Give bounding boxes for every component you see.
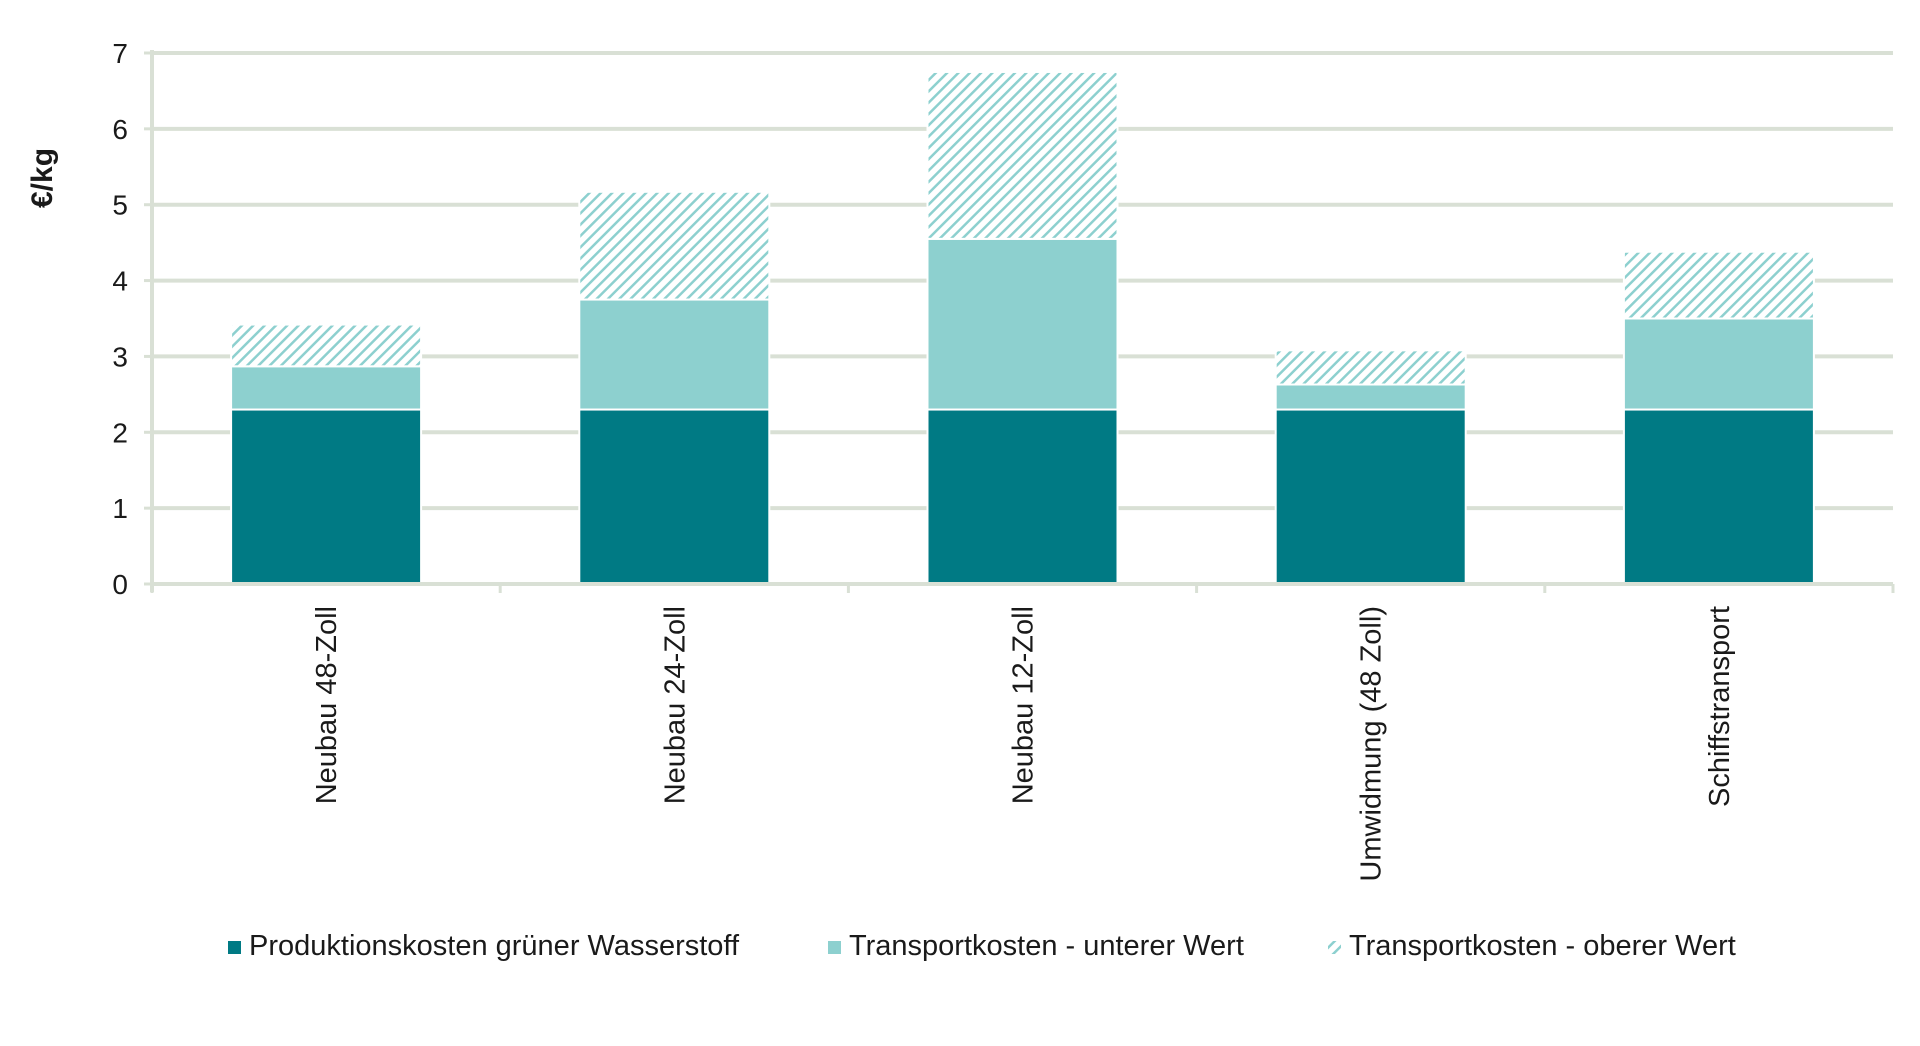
y-tick-label: 7 [112,38,128,69]
bar-segment-2 [1274,383,1467,411]
y-axis-title: €/kg [26,148,59,208]
bar-segment-1 [926,408,1119,585]
bar-segment-3 [230,323,423,368]
x-category-label: Neubau 12-Zoll [1008,606,1040,804]
y-tick-label: 6 [112,114,128,145]
bar-segment-3 [926,70,1119,240]
legend-label: Transportkosten - unterer Wert [849,930,1244,962]
bar-segment-1 [578,408,771,585]
y-tick-label: 5 [112,190,128,221]
category-labels: Neubau 48-Zoll Neubau 24-Zoll Neubau 12-Zo… [311,606,1736,882]
axes [144,50,1895,593]
legend-swatch [1328,941,1341,954]
bar-segment-1 [1622,408,1815,585]
bar-segment-2 [578,298,771,411]
x-category-label: Schiffstransport [1704,606,1736,807]
legend-swatch [228,941,241,954]
bar-segment-1 [230,408,423,585]
y-tick-label: 4 [112,266,128,297]
legend-label: Produktionskosten grüner Wasserstoff [249,930,740,962]
bar-segment-3 [1622,250,1815,320]
bar-segment-2 [1622,317,1815,411]
y-tick-label: 0 [112,569,128,600]
legend: Produktionskosten grüner Wasserstoff Tran… [228,930,1736,962]
bar-segment-2 [926,237,1119,411]
y-tick-label: 2 [112,417,128,448]
bar-segment-3 [1274,349,1467,386]
bar-segment-1 [1274,408,1467,585]
legend-label: Transportkosten - oberer Wert [1349,930,1736,962]
x-category-label: Neubau 24-Zoll [659,606,691,804]
y-tick-label: 1 [112,493,128,524]
legend-swatch [828,941,841,954]
x-category-label: Umwidmung (48 Zoll) [1356,606,1388,882]
x-category-label: Neubau 48-Zoll [311,606,343,804]
y-tick-labels: 0 1 2 3 4 5 6 7 [112,38,128,600]
bars [230,70,1815,585]
bar-segment-3 [578,190,771,301]
bar-segment-2 [230,365,423,411]
y-tick-label: 3 [112,341,128,372]
